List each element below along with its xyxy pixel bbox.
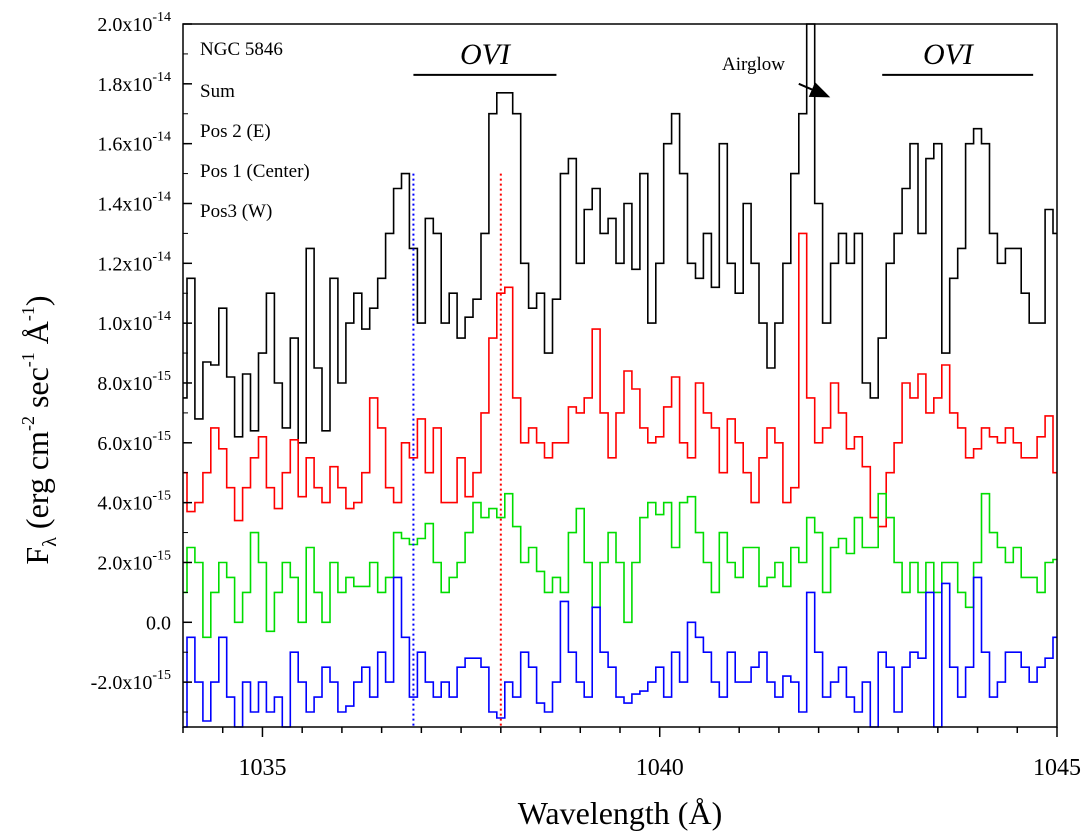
reference-lines [412, 173, 502, 727]
y-tick-label: 1.4x10-14 [97, 189, 171, 215]
series-line-3 [183, 492, 1057, 639]
y-tick-label: 4.0x10-15 [97, 489, 171, 515]
x-tick-label: 1035 [238, 755, 286, 781]
y-tick-label: 1.2x10-14 [97, 249, 171, 275]
y-axis-title-units: (erg cm [19, 431, 55, 529]
y-tick-label: 6.0x10-15 [97, 429, 171, 455]
x-tick-label: 1040 [636, 755, 684, 781]
ovi-label-2: OVI [923, 38, 975, 71]
series-line-4 [183, 576, 1057, 728]
x-tick-label: 1045 [1033, 755, 1081, 781]
y-tick-label: 1.0x10-14 [97, 309, 171, 335]
x-axis-title: Wavelength (Å) [518, 795, 722, 831]
y-tick-label: -2.0x10-15 [91, 668, 171, 694]
annotations: OVI OVI Airglow [413, 38, 1034, 98]
legend: NGC 5846 Sum Pos 2 (E) Pos 1 (Center) Po… [200, 39, 310, 222]
y-tick-label: 8.0x10-15 [97, 369, 171, 395]
y-axis-title: Fλ (erg cm-2 sec-1 Å-1) [18, 295, 61, 564]
legend-title: NGC 5846 [200, 39, 283, 60]
airglow-arrow [798, 82, 831, 98]
legend-item-pos1: Pos 1 (Center) [200, 161, 310, 182]
y-tick-label: 1.6x10-14 [97, 130, 171, 156]
legend-item-pos3: Pos3 (W) [200, 201, 272, 222]
legend-item-sum: Sum [200, 81, 235, 102]
ovi-label-1: OVI [460, 38, 512, 71]
y-tick-label: 0.0 [146, 612, 171, 634]
series-line-1 [183, 23, 1057, 444]
airglow-label: Airglow [722, 54, 785, 75]
series-layer [183, 23, 1057, 728]
y-axis-title-subscript: λ [39, 537, 61, 547]
axis-ticks: 2.0x10-14 1.8x10-14 1.6x10-14 1.4x10-14 1.2x… [91, 10, 1081, 781]
svg-text:Fλ (erg cm-2 sec-1 Å-1): Fλ (erg cm-2 sec-1 Å-1) [18, 295, 61, 564]
y-tick-label: 2.0x10-14 [97, 10, 171, 36]
y-axis-title-symbol: F [19, 547, 55, 565]
series-line-2 [183, 232, 1057, 528]
y-tick-label: 2.0x10-15 [97, 548, 171, 574]
y-tick-label: 1.8x10-14 [97, 70, 171, 96]
legend-item-pos2: Pos 2 (E) [200, 121, 271, 142]
